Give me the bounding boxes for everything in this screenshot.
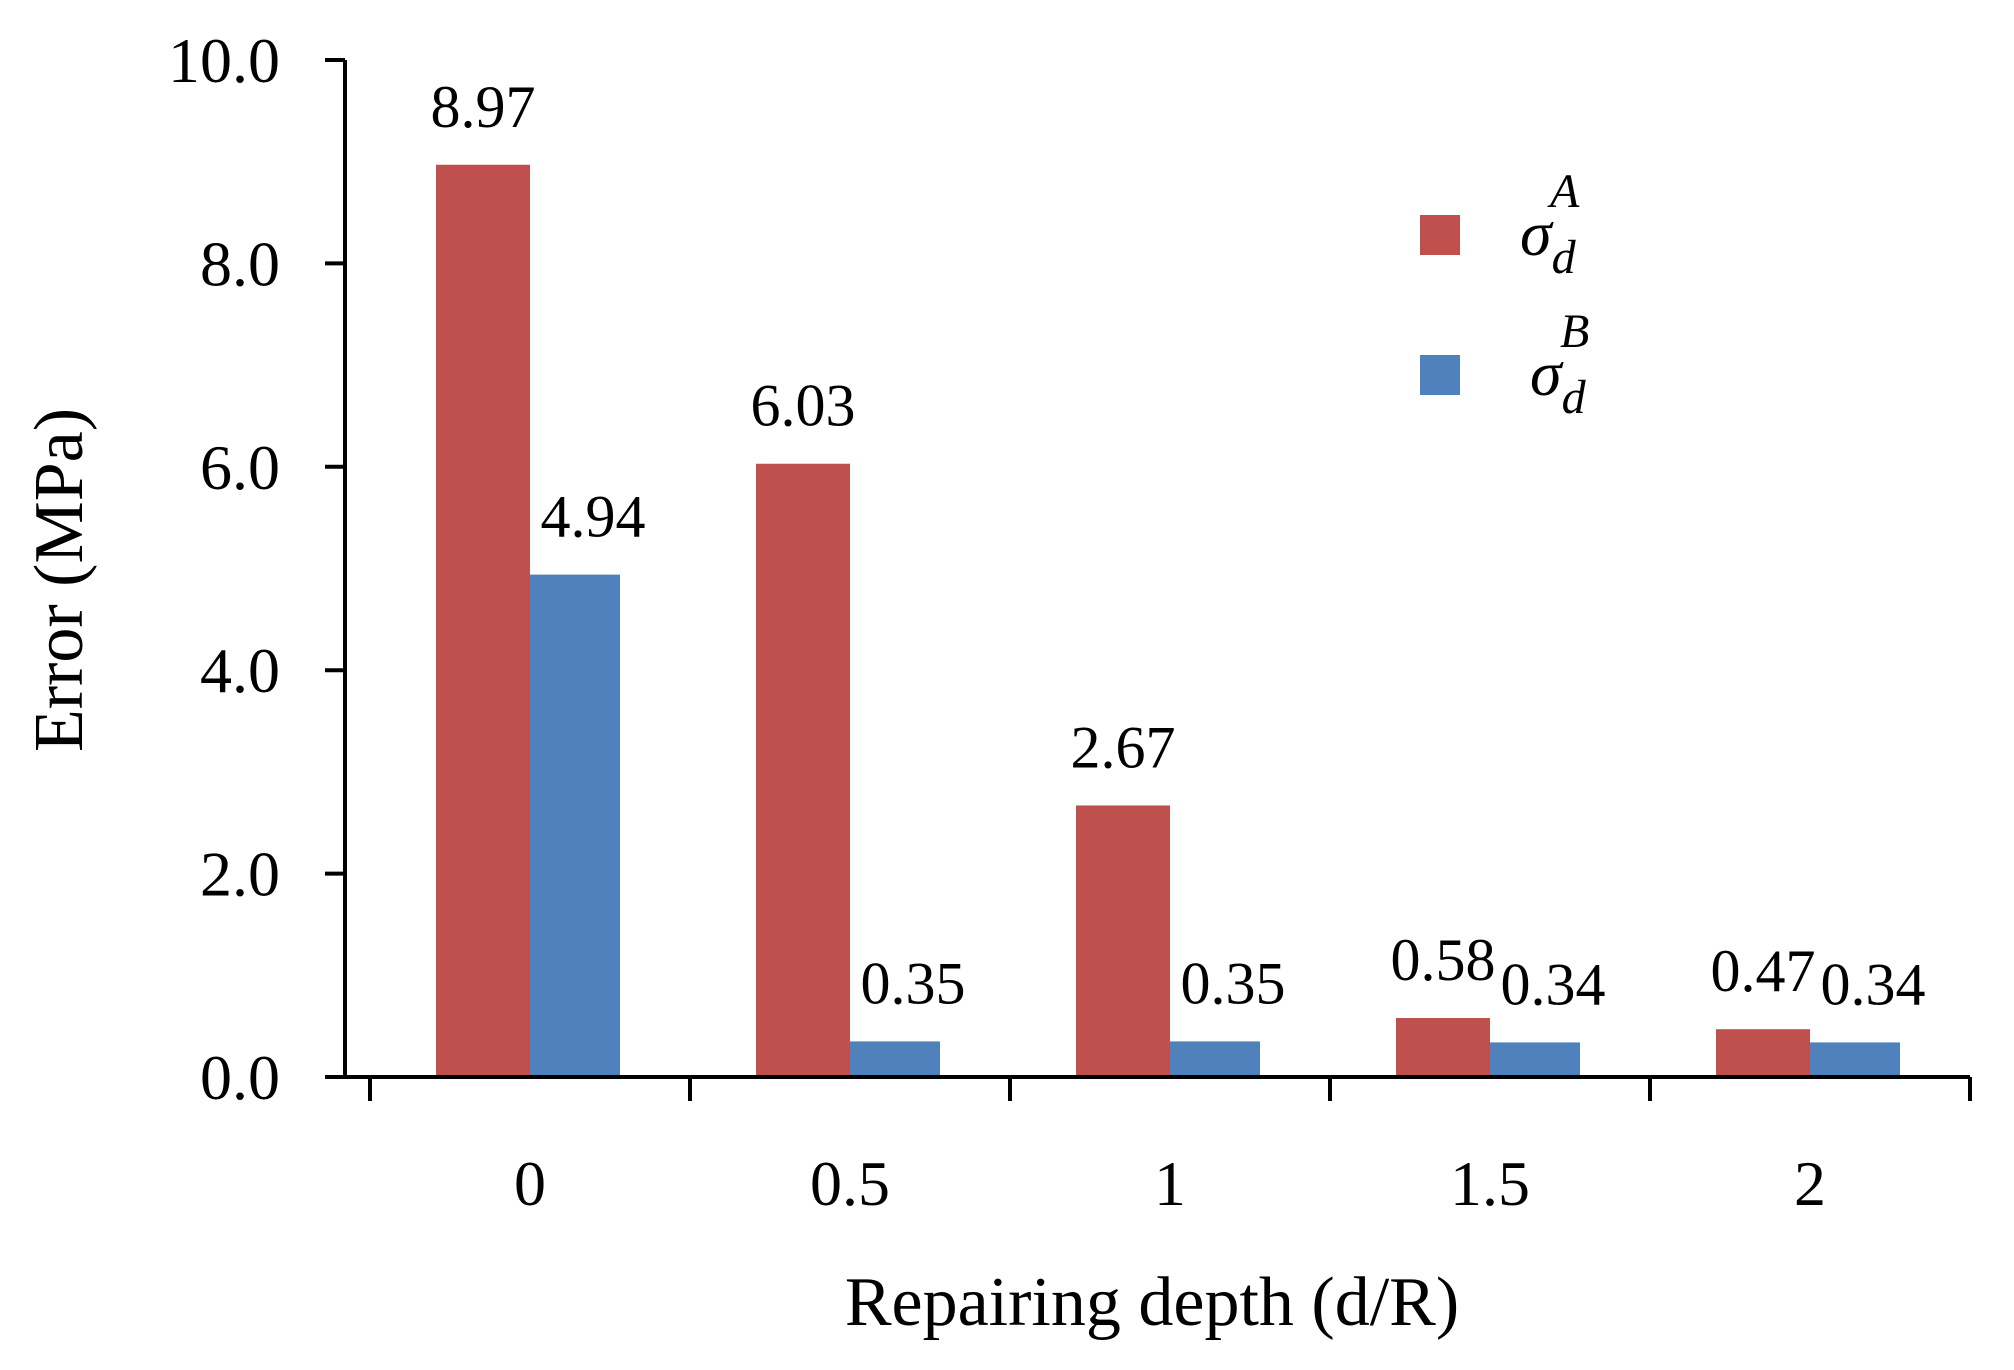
data-label-a-4: 0.47 <box>1711 938 1816 1004</box>
data-label-b-0: 4.94 <box>541 484 646 550</box>
axes-layer <box>325 58 1972 1101</box>
bar-a-3 <box>1396 1018 1490 1077</box>
data-label-a-3: 0.58 <box>1391 927 1496 993</box>
data-label-a-2: 2.67 <box>1071 714 1176 780</box>
x-tick-label-3: 1.5 <box>1450 1148 1530 1219</box>
y-tick-label-0: 0.0 <box>200 1042 280 1113</box>
data-label-a-0: 8.97 <box>431 74 536 140</box>
legend-superscript-b: B <box>1560 305 1589 358</box>
x-tick-label-0: 0 <box>514 1148 546 1219</box>
bar-b-3 <box>1490 1042 1580 1077</box>
y-tick-label-5: 10.0 <box>168 25 280 96</box>
bar-b-2 <box>1170 1041 1260 1077</box>
data-label-b-3: 0.34 <box>1501 951 1606 1017</box>
y-tick-label-4: 8.0 <box>200 228 280 299</box>
bar-a-1 <box>756 463 850 1077</box>
y-tick-label-2: 4.0 <box>200 635 280 706</box>
bar-a-2 <box>1076 805 1170 1077</box>
x-tick-label-1: 0.5 <box>810 1148 890 1219</box>
legend-label-a: σd <box>1520 198 1577 284</box>
bar-b-1 <box>850 1041 940 1077</box>
x-tick-label-2: 1 <box>1154 1148 1186 1219</box>
y-axis-title: Error (MPa) <box>21 408 98 752</box>
y-tick-label-1: 2.0 <box>200 839 280 910</box>
legend-swatch-a <box>1420 215 1460 255</box>
bar-b-0 <box>530 574 620 1077</box>
bar-b-4 <box>1810 1042 1900 1077</box>
data-label-b-2: 0.35 <box>1181 950 1286 1016</box>
bars-layer <box>436 164 1900 1078</box>
legend-swatch-b <box>1420 355 1460 395</box>
legend-label-b: σd <box>1530 338 1587 424</box>
x-tick-label-4: 2 <box>1794 1148 1826 1219</box>
bar-a-4 <box>1716 1029 1810 1077</box>
bar-a-0 <box>436 164 530 1078</box>
data-label-b-1: 0.35 <box>861 950 966 1016</box>
data-label-a-1: 6.03 <box>751 373 856 439</box>
x-axis-title: Repairing depth (d/R) <box>845 1264 1459 1341</box>
data-label-b-4: 0.34 <box>1821 951 1926 1017</box>
y-tick-label-3: 6.0 <box>200 432 280 503</box>
legend-superscript-a: A <box>1547 165 1580 218</box>
